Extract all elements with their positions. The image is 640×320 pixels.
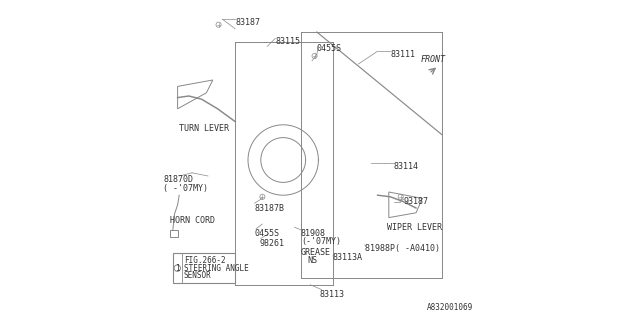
Text: 81908: 81908 bbox=[301, 229, 326, 238]
Text: 83187B: 83187B bbox=[254, 204, 284, 212]
Text: 83114: 83114 bbox=[394, 162, 419, 171]
Text: (-'07MY): (-'07MY) bbox=[301, 237, 341, 246]
Text: NS: NS bbox=[307, 256, 317, 265]
Text: WIPER LEVER: WIPER LEVER bbox=[387, 223, 442, 232]
Text: 93187: 93187 bbox=[403, 197, 428, 206]
Text: FRONT: FRONT bbox=[421, 55, 446, 64]
Text: 1: 1 bbox=[175, 264, 180, 273]
Text: HORN CORD: HORN CORD bbox=[170, 216, 214, 225]
Bar bbox=[173, 253, 236, 283]
Text: 83187: 83187 bbox=[236, 18, 260, 27]
Text: TURN LEVER: TURN LEVER bbox=[179, 124, 229, 132]
Text: STEERING ANGLE: STEERING ANGLE bbox=[184, 264, 249, 273]
Text: 83113: 83113 bbox=[320, 290, 345, 299]
Text: 83111: 83111 bbox=[390, 50, 415, 59]
Text: 98261: 98261 bbox=[259, 239, 284, 248]
Text: 0455S: 0455S bbox=[254, 229, 280, 238]
Text: 81870D: 81870D bbox=[163, 175, 193, 184]
Text: GREASE: GREASE bbox=[301, 248, 331, 257]
Text: SENSOR: SENSOR bbox=[184, 271, 212, 280]
Text: 0455S: 0455S bbox=[317, 44, 342, 52]
Text: 83113A: 83113A bbox=[333, 253, 363, 262]
Text: 83115: 83115 bbox=[275, 37, 300, 46]
Text: FIG.266-2: FIG.266-2 bbox=[184, 256, 226, 265]
Text: A832001069: A832001069 bbox=[428, 303, 474, 312]
Text: 81988P( -A0410): 81988P( -A0410) bbox=[365, 244, 440, 252]
Text: ( -'07MY): ( -'07MY) bbox=[163, 184, 208, 193]
